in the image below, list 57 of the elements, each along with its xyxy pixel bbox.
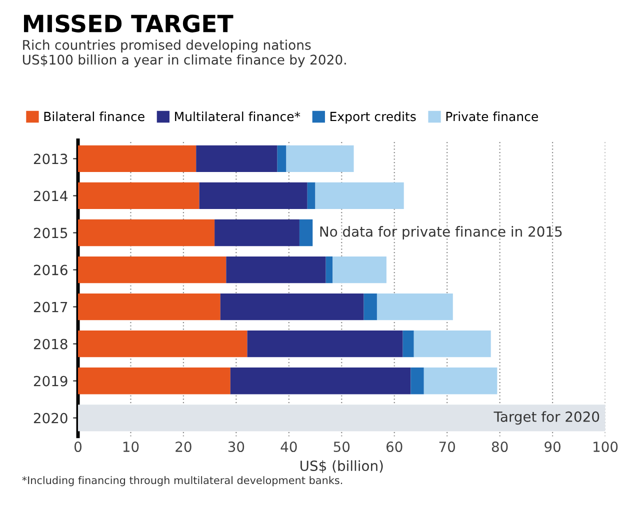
bar [214, 219, 300, 246]
y-tick-label: 2019 [34, 376, 68, 386]
x-tick-label: 60 [386, 442, 402, 452]
y-tick-label: 2016 [34, 264, 68, 276]
bar [78, 368, 230, 394]
bar [364, 293, 377, 320]
bar [78, 293, 220, 320]
x-tick-label: 100 [594, 442, 618, 452]
bar [414, 330, 491, 358]
x-tick-label: 30 [228, 442, 244, 452]
annotation: No data for private finance in 2015 [320, 226, 562, 240]
y-tick-label: 2014 [34, 190, 68, 202]
bar [410, 368, 424, 394]
y-tick-label: 2015 [34, 228, 68, 238]
bar [78, 256, 226, 284]
x-tick-label: 90 [544, 442, 560, 452]
bar [299, 219, 313, 246]
text: *Including financing through multilateral development banks. [22, 476, 342, 486]
x-tick-label: 0 [74, 442, 82, 452]
x-tick-label: 50 [334, 442, 350, 452]
bar [307, 182, 316, 210]
legend-label: Export credits [330, 112, 416, 124]
x-tick-label: 70 [439, 442, 456, 452]
bar [199, 182, 308, 210]
bar [247, 330, 403, 358]
bar [332, 256, 386, 284]
y-tick-label: 2017 [34, 302, 68, 312]
bar [286, 145, 354, 172]
x-tick-label: 20 [176, 442, 192, 452]
x-axis-title: US$ (billion) [300, 460, 383, 473]
bar [315, 182, 404, 210]
bar [78, 182, 200, 210]
annotation: Target for 2020 [494, 411, 600, 425]
legend-label: Bilateral finance [44, 112, 144, 122]
y-tick-label: 2013 [34, 154, 68, 164]
bar [78, 330, 248, 358]
bar [326, 256, 333, 284]
legend-label: Private finance [446, 112, 538, 122]
bar [78, 404, 606, 432]
bar [376, 293, 453, 320]
bar [196, 145, 278, 172]
x-tick-label: 40 [280, 442, 297, 452]
bar [230, 368, 411, 394]
bar [277, 145, 286, 172]
chart-subtitle: Rich countries promised developing nations US$100 billion a year in climate finance by 2020. [22, 40, 346, 68]
bar [78, 145, 196, 172]
legend-label: Multilateral finance* [175, 112, 300, 122]
y-tick-label: 2020 [34, 412, 68, 424]
bar [78, 219, 215, 246]
y-tick-label: 2018 [34, 338, 68, 350]
bar [220, 293, 364, 320]
x-tick-label: 80 [492, 442, 508, 452]
x-tick-label: 10 [123, 442, 139, 452]
chart-title: MISSED TARGET [24, 14, 234, 32]
bar [402, 330, 414, 358]
bar [226, 256, 326, 284]
bar [424, 368, 498, 394]
